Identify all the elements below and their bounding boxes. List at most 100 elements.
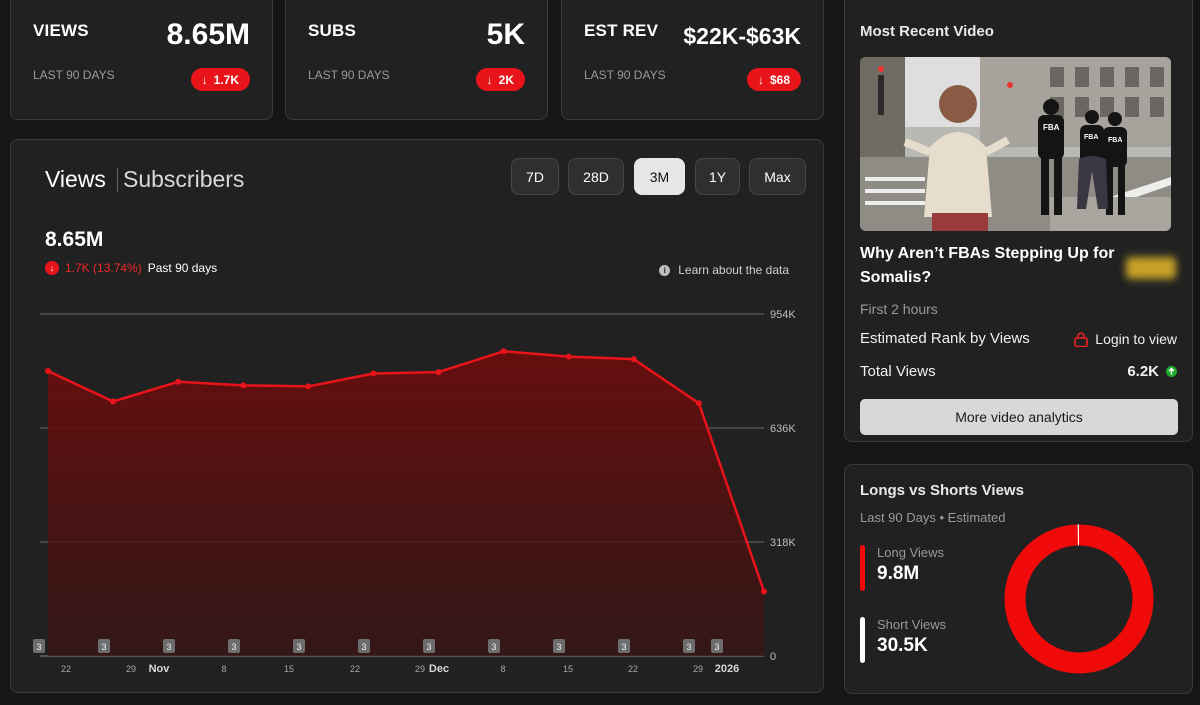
longs-shorts-donut[interactable]: [1003, 523, 1163, 683]
stat-card-revenue: EST REV $22K-$63K LAST 90 DAYS ↓ $68: [561, 0, 824, 120]
arrow-down-circle-icon: ↓: [45, 261, 59, 275]
svg-text:FBA: FBA: [1108, 137, 1122, 144]
data-point[interactable]: [435, 369, 442, 376]
upload-marker[interactable]: 3: [683, 639, 695, 653]
arrow-down-icon: ↓: [486, 72, 493, 87]
blurred-badge: [1126, 257, 1176, 279]
learn-about-data-link[interactable]: i Learn about the data: [659, 263, 789, 277]
stat-value: $22K-$63K: [683, 23, 801, 49]
legend-short-views: Short Views 30.5K: [860, 617, 946, 663]
data-point[interactable]: [305, 383, 312, 390]
data-point[interactable]: [500, 348, 507, 355]
upload-marker-label: 3: [556, 642, 561, 652]
y-tick-label: 0: [770, 651, 776, 663]
upload-marker[interactable]: 3: [488, 639, 500, 653]
upload-marker[interactable]: 3: [163, 639, 175, 653]
stat-label: EST REV: [584, 21, 659, 40]
range-max-button[interactable]: Max: [749, 158, 806, 195]
upload-marker[interactable]: 3: [553, 639, 565, 653]
more-video-analytics-button[interactable]: More video analytics: [860, 399, 1178, 435]
x-tick-label: 15: [284, 664, 294, 674]
info-icon: i: [659, 264, 671, 276]
views-change: ↓ 1.7K (13.74%) Past 90 days: [45, 261, 217, 275]
video-thumbnail[interactable]: FBA FBA FBA: [860, 57, 1171, 231]
video-title[interactable]: Why Aren’t FBAs Stepping Up for Somalis?: [860, 245, 1115, 286]
long-views-value: 9.8M: [877, 563, 920, 584]
upload-marker-label: 3: [714, 642, 719, 652]
upload-marker-label: 3: [101, 642, 106, 652]
x-tick-label: 22: [628, 664, 638, 674]
short-color-bar: [860, 617, 865, 663]
stat-card-subs: SUBS 5K LAST 90 DAYS ↓ 2K: [285, 0, 548, 120]
stat-label: VIEWS: [33, 21, 89, 40]
short-views-value: 30.5K: [877, 635, 928, 656]
longs-shorts-heading: Longs vs Shorts Views: [860, 482, 1024, 499]
stat-label: SUBS: [308, 21, 357, 40]
data-point[interactable]: [630, 356, 637, 363]
data-point[interactable]: [565, 353, 572, 360]
stat-period: LAST 90 DAYS: [33, 68, 115, 82]
upload-marker-label: 3: [686, 642, 691, 652]
upload-marker[interactable]: 3: [293, 639, 305, 653]
longs-shorts-subtitle: Last 90 Days • Estimated: [860, 510, 1006, 525]
arrow-down-icon: ↓: [201, 72, 208, 87]
learn-about-data-label: Learn about the data: [678, 263, 789, 277]
legend-long-views: Long Views 9.8M: [860, 545, 944, 591]
login-to-view-link[interactable]: Login to view: [1074, 331, 1177, 347]
change-value: 2K: [498, 72, 514, 87]
recent-video-card: Most Recent Video: [844, 0, 1193, 442]
x-tick-label: 15: [563, 664, 573, 674]
range-28d-button[interactable]: 28D: [568, 158, 624, 195]
x-tick-label: 2026: [715, 663, 739, 675]
tab-subscribers[interactable]: Subscribers: [123, 166, 245, 192]
long-views-label: Long Views: [877, 545, 944, 560]
data-point[interactable]: [175, 378, 182, 385]
data-point[interactable]: [695, 400, 702, 407]
upload-marker[interactable]: 3: [228, 639, 240, 653]
upload-marker-label: 3: [36, 642, 41, 652]
range-7d-button[interactable]: 7D: [511, 158, 559, 195]
stat-period: LAST 90 DAYS: [584, 68, 666, 82]
data-point[interactable]: [45, 368, 51, 374]
data-point[interactable]: [370, 370, 377, 377]
x-tick-label: Dec: [429, 663, 449, 675]
tab-divider: [117, 168, 118, 192]
range-1y-button[interactable]: 1Y: [695, 158, 740, 195]
x-tick-label: 29: [415, 664, 425, 674]
change-badge: ↓ 1.7K: [190, 68, 250, 91]
change-value: 1.7K: [213, 72, 239, 87]
change-badge: ↓ $68: [746, 68, 801, 91]
upload-marker[interactable]: 3: [618, 639, 630, 653]
stat-period: LAST 90 DAYS: [308, 68, 390, 82]
recent-video-heading: Most Recent Video: [860, 23, 994, 40]
y-tick-label: 954K: [770, 309, 796, 321]
total-views-label: Total Views: [860, 363, 936, 380]
login-to-view-label: Login to view: [1095, 331, 1177, 347]
stat-value: 5K: [486, 18, 525, 51]
x-tick-label: 8: [221, 664, 226, 674]
upload-marker-label: 3: [426, 642, 431, 652]
x-tick-label: 22: [61, 664, 71, 674]
upload-marker[interactable]: 3: [358, 639, 370, 653]
data-point[interactable]: [761, 588, 767, 595]
rank-label: Estimated Rank by Views: [860, 330, 1030, 347]
stat-value: 8.65M: [166, 18, 250, 51]
tab-views[interactable]: Views: [45, 166, 106, 192]
upload-marker[interactable]: 3: [98, 639, 110, 653]
data-point[interactable]: [110, 398, 117, 405]
data-point[interactable]: [240, 382, 247, 389]
upload-marker[interactable]: 3: [33, 639, 45, 653]
upload-marker[interactable]: 3: [423, 639, 435, 653]
longs-vs-shorts-card: Longs vs Shorts Views Last 90 Days • Est…: [844, 464, 1193, 694]
views-total: 8.65M: [45, 228, 104, 251]
svg-text:FBA: FBA: [1043, 123, 1060, 132]
x-tick-label: Nov: [149, 663, 171, 675]
video-time-window: First 2 hours: [860, 301, 938, 317]
range-3m-button[interactable]: 3M: [634, 158, 685, 195]
views-area-chart[interactable]: 954K 636K 318K 0 3 3 3 3 3 3 3 3 3 3 3 3 22 29 Nov 8 15 22 2…: [11, 140, 823, 692]
upload-marker-label: 3: [296, 642, 301, 652]
upload-marker[interactable]: 3: [711, 639, 723, 653]
views-series-line: [47, 350, 766, 592]
upload-marker-label: 3: [231, 642, 236, 652]
long-views-slice: [1004, 524, 1154, 674]
